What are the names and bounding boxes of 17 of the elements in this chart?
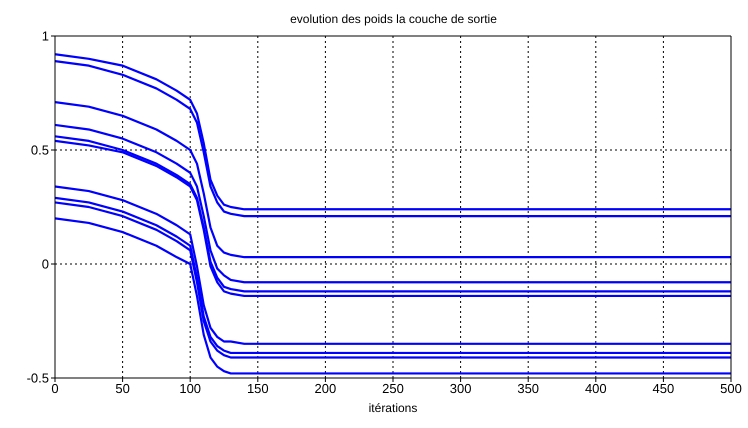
- x-tick-label: 0: [51, 381, 59, 396]
- chart-title: evolution des poids la couche de sortie: [289, 12, 498, 26]
- x-tick-label: 400: [584, 381, 607, 396]
- x-tick-label: 300: [450, 381, 472, 396]
- x-tick-label: 150: [246, 381, 269, 396]
- x-tick-label: 250: [382, 381, 404, 396]
- y-tick-label: -0.5: [26, 370, 49, 386]
- x-tick-label: 100: [179, 381, 202, 396]
- x-tick-label: 200: [314, 381, 336, 396]
- x-tick-label: 450: [652, 381, 674, 396]
- y-tick-label: 1: [42, 28, 49, 44]
- y-tick-label: 0.5: [30, 142, 49, 158]
- y-tick-label: 0: [42, 256, 49, 272]
- x-tick-label: 500: [720, 381, 742, 396]
- x-tick-label: 350: [517, 381, 540, 396]
- x-tick-label: 50: [115, 381, 130, 396]
- x-axis-title: itérations: [368, 401, 418, 415]
